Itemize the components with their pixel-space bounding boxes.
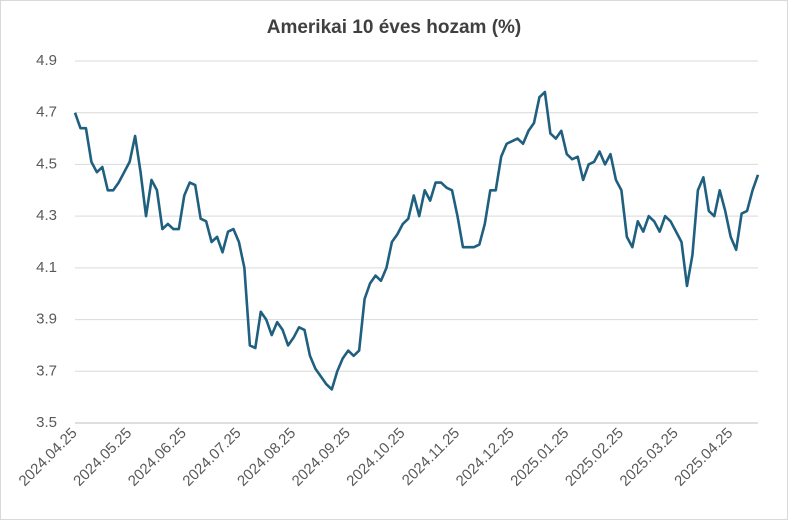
y-tick-label: 3.7 xyxy=(36,362,57,379)
y-tick-label: 3.9 xyxy=(36,311,57,328)
y-tick-label: 4.3 xyxy=(36,207,57,224)
line xyxy=(73,90,760,391)
y-tick-label: 4.7 xyxy=(36,104,57,121)
y-tick-label: 4.1 xyxy=(36,259,57,276)
chart-title: Amerikai 10 éves hozam (%) xyxy=(267,17,522,38)
y-tick-label: 3.5 xyxy=(36,414,57,431)
y-tick-label: 4.5 xyxy=(36,155,57,172)
y-tick-label: 4.9 xyxy=(36,52,57,69)
